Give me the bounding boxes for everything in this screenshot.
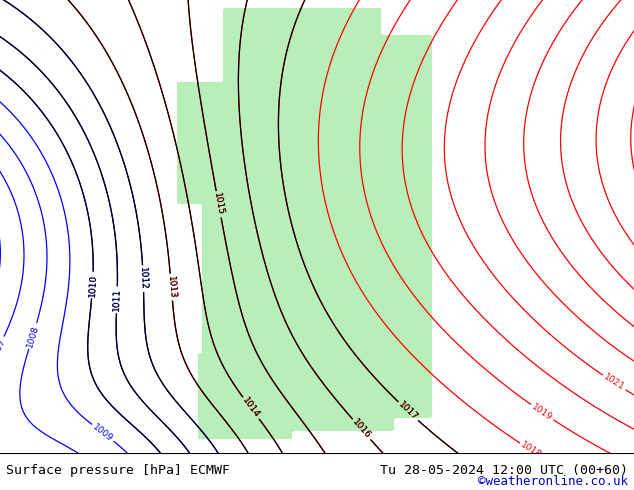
Text: 1007: 1007 [0, 337, 7, 361]
Text: 1018: 1018 [519, 441, 543, 461]
Text: 1012: 1012 [138, 267, 148, 290]
Text: 1015: 1015 [212, 192, 225, 217]
Text: 1017: 1017 [397, 400, 420, 422]
Text: Tu 28-05-2024 12:00 UTC (00+60): Tu 28-05-2024 12:00 UTC (00+60) [380, 464, 628, 477]
Text: 1008: 1008 [25, 323, 41, 348]
Text: 1012: 1012 [138, 267, 148, 290]
Text: 1019: 1019 [530, 402, 554, 422]
Text: ©weatheronline.co.uk: ©weatheronline.co.uk [477, 475, 628, 488]
Text: 1015: 1015 [212, 192, 225, 217]
Text: 1016: 1016 [351, 418, 373, 441]
Text: Surface pressure [hPa] ECMWF: Surface pressure [hPa] ECMWF [6, 464, 230, 477]
Text: 1011: 1011 [112, 288, 122, 312]
Text: 1014: 1014 [240, 396, 261, 420]
Text: 1009: 1009 [91, 422, 115, 443]
Text: 1013: 1013 [166, 275, 177, 299]
Text: 1013: 1013 [166, 275, 177, 299]
Text: 1011: 1011 [112, 288, 122, 312]
Text: 1014: 1014 [240, 396, 261, 420]
Text: 1010: 1010 [87, 273, 98, 297]
Text: 1016: 1016 [351, 418, 373, 441]
Text: 1021: 1021 [602, 372, 626, 392]
Text: 1010: 1010 [87, 273, 98, 297]
Text: 1017: 1017 [397, 400, 420, 422]
